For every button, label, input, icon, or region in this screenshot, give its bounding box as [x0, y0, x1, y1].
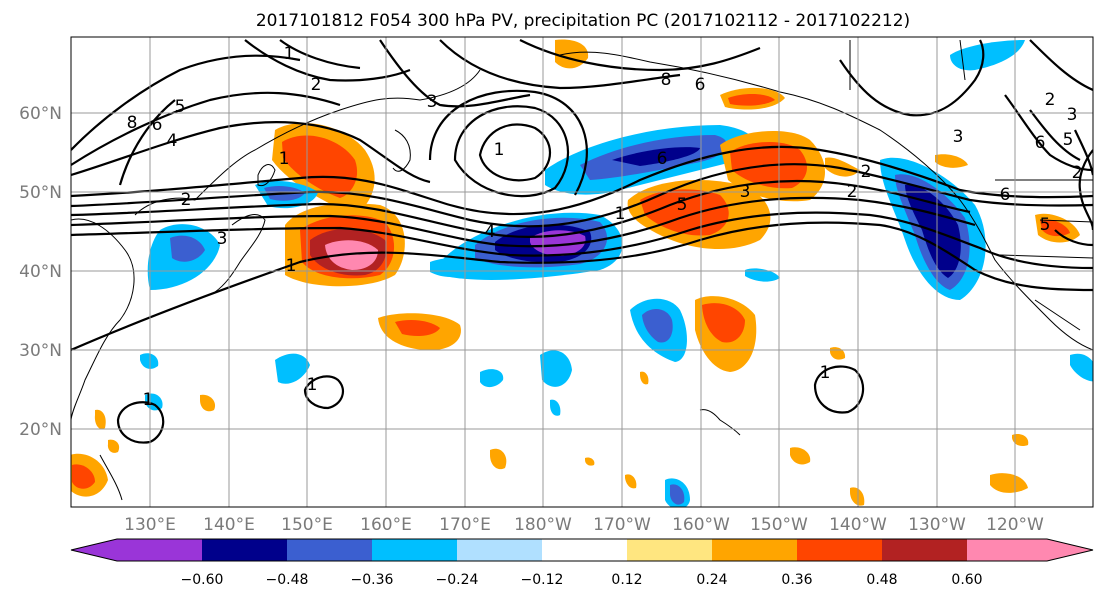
colorbar-outline — [70, 538, 1094, 562]
contour-label: 1 — [307, 375, 318, 395]
contour-label: 8 — [661, 70, 672, 90]
lat-label: 30°N — [19, 341, 62, 361]
contour-label: 6 — [1000, 185, 1011, 205]
colorbar-extend-low — [71, 539, 117, 561]
colorbar-extend-high — [1047, 539, 1093, 561]
colorbar-tick-label: 0.60 — [951, 572, 982, 588]
colorbar-tick-label: 0.12 — [611, 572, 642, 588]
colorbar-tick-label: 0.48 — [866, 572, 897, 588]
contour-label: 1 — [615, 204, 626, 224]
colorbar-segment — [882, 539, 967, 561]
contour-label: 2 — [847, 182, 858, 202]
contour-label: 1 — [279, 149, 290, 169]
colorbar-segment — [712, 539, 797, 561]
lon-label: 160°W — [672, 515, 730, 535]
contour-label: 3 — [1067, 105, 1078, 125]
contour-label: 1 — [494, 140, 505, 160]
map-frame — [70, 36, 1094, 508]
contour-label: 6 — [695, 75, 706, 95]
contour-label: 3 — [740, 182, 751, 202]
precip-shading — [71, 39, 1093, 507]
contour-label: 4 — [485, 222, 496, 242]
colorbar-segment — [797, 539, 882, 561]
colorbar-segment — [542, 539, 627, 561]
colorbar-segment — [287, 539, 372, 561]
colorbar-tick-label: −0.12 — [521, 572, 564, 588]
lon-label: 140°W — [829, 515, 887, 535]
colorbar-segment — [457, 539, 542, 561]
contour-label: 3 — [217, 229, 228, 249]
colorbar-segment — [967, 539, 1047, 561]
lon-label: 140°E — [203, 515, 255, 535]
contour-label: 6 — [657, 149, 668, 169]
contour-label: 5 — [175, 97, 186, 117]
contour-label: 1 — [820, 363, 831, 383]
colorbar-tick-label: −0.24 — [436, 572, 479, 588]
contour-label: 5 — [677, 195, 688, 215]
colorbar-segment — [372, 539, 457, 561]
contour-label: 1 — [284, 44, 295, 64]
colorbar-tick-label: 0.24 — [696, 572, 727, 588]
contour-label: 6 — [1035, 133, 1046, 153]
map-panel: 1 2 3 4 5 6 8 1 2 3 4 5 6 1 2 3 1 1 1 2 — [70, 36, 1094, 508]
longitude-labels: 130°E 140°E 150°E 160°E 170°E 180°W 170°… — [124, 515, 1044, 535]
contour-label: 6 — [152, 115, 163, 135]
lon-label: 160°E — [360, 515, 412, 535]
contour-label: 2 — [861, 162, 872, 182]
contour-label: 4 — [167, 131, 178, 151]
contour-label: 3 — [953, 127, 964, 147]
colorbar-segment — [627, 539, 712, 561]
colorbar-segment — [202, 539, 287, 561]
lon-label: 130°E — [124, 515, 176, 535]
lon-label: 150°W — [750, 515, 808, 535]
lat-label: 40°N — [19, 262, 62, 282]
colorbar: −0.60 −0.48 −0.36 −0.24 −0.12 0.12 0.24 … — [70, 538, 1094, 588]
contour-label: 5 — [1040, 215, 1051, 235]
contour-label: 5 — [1063, 130, 1074, 150]
colorbar-tick-label: −0.48 — [266, 572, 309, 588]
colorbar-tick-label: −0.36 — [351, 572, 394, 588]
figure-title: 2017101812 F054 300 hPa PV, precipitatio… — [256, 11, 910, 31]
colorbar-tick-label: −0.60 — [181, 572, 224, 588]
lon-label: 150°E — [281, 515, 333, 535]
latitude-labels: 60°N 50°N 40°N 30°N 20°N — [19, 104, 62, 440]
lon-label: 170°E — [439, 515, 491, 535]
contour-label: 2 — [1072, 163, 1083, 183]
colorbar-segment — [117, 539, 202, 561]
colorbar-tick-label: 0.36 — [781, 572, 812, 588]
contour-label: 8 — [127, 113, 138, 133]
contour-label: 3 — [427, 92, 438, 112]
lat-label: 60°N — [19, 104, 62, 124]
contour-label: 1 — [286, 256, 297, 276]
lon-label: 120°W — [986, 515, 1044, 535]
lon-label: 170°W — [593, 515, 651, 535]
contour-label: 1 — [143, 390, 154, 410]
contour-label: 2 — [311, 75, 322, 95]
lat-label: 50°N — [19, 183, 62, 203]
lon-label: 180°W — [514, 515, 572, 535]
lon-label: 130°W — [908, 515, 966, 535]
contour-labels: 1 2 3 4 5 6 8 1 2 3 4 5 6 1 2 3 1 1 1 2 — [127, 44, 1083, 410]
gridlines — [71, 37, 1093, 507]
contour-label: 2 — [181, 190, 192, 210]
lat-label: 20°N — [19, 420, 62, 440]
contour-label: 2 — [1045, 90, 1056, 110]
